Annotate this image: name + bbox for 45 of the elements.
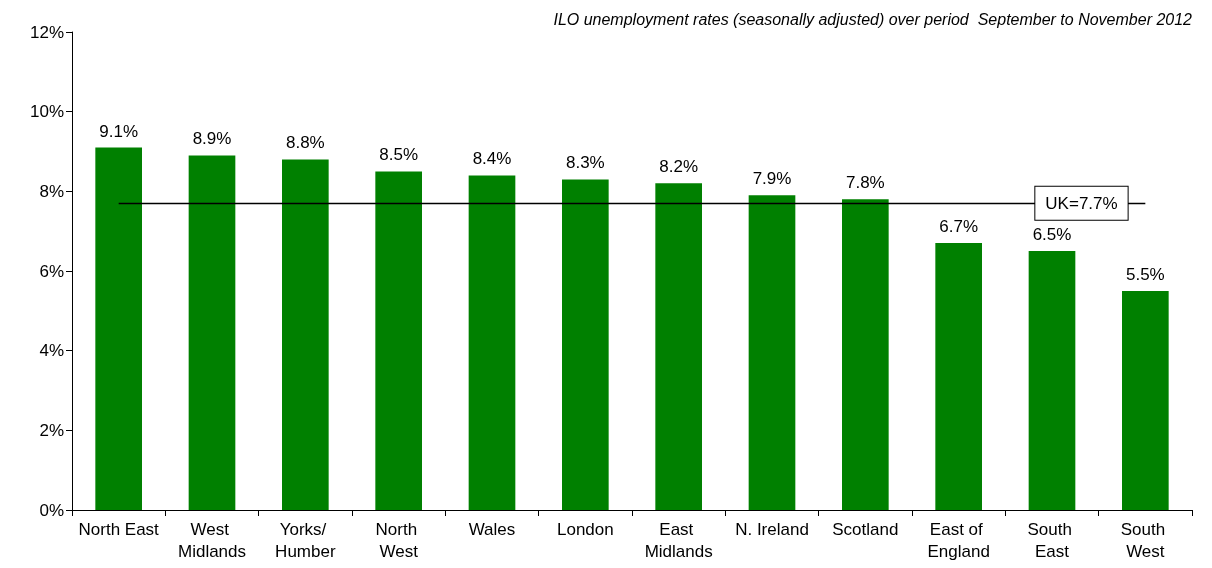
chart-title: ILO unemployment rates (seasonally adjusted) over period September to November 2012	[553, 10, 1193, 28]
y-tick-label: 4%	[39, 341, 64, 361]
data-label: 9.1%	[99, 121, 139, 141]
y-tick-label: 8%	[39, 181, 64, 201]
x-tick-label: Wales	[468, 519, 516, 539]
bar	[188, 155, 236, 510]
y-tick-label: 2%	[39, 420, 64, 440]
data-label: 5.5%	[1125, 264, 1165, 284]
x-tick-label: South East	[1027, 519, 1077, 561]
data-label: 8.8%	[285, 133, 325, 153]
y-tick-label: 10%	[29, 102, 64, 122]
x-tick-label: West Midlands	[177, 519, 247, 561]
bar	[1028, 251, 1076, 510]
bar	[282, 159, 329, 510]
y-tick-label: 0%	[39, 500, 64, 520]
data-label: 8.2%	[659, 157, 699, 177]
data-label: 6.5%	[1032, 225, 1072, 245]
data-label: 8.9%	[192, 129, 232, 149]
data-label: 7.9%	[752, 169, 792, 189]
bar	[375, 171, 422, 510]
data-label: 8.5%	[379, 145, 419, 165]
bar	[748, 195, 796, 510]
x-tick-label: Yorks/ Humber	[275, 519, 336, 561]
y-tick-label: 12%	[29, 22, 64, 42]
x-tick-label: N. Ireland	[735, 519, 809, 539]
x-tick-label: North West	[375, 519, 422, 561]
bar	[935, 243, 982, 510]
y-tick-label: 6%	[39, 261, 64, 281]
bar	[842, 199, 889, 510]
ref-line-label: UK=7.7%	[1045, 193, 1118, 213]
data-label: 7.8%	[845, 173, 885, 193]
bar	[655, 183, 702, 510]
bar	[95, 147, 142, 510]
x-tick-label: Scotland	[832, 519, 899, 539]
data-label: 8.3%	[565, 153, 605, 173]
x-tick-label: North East	[78, 519, 160, 539]
x-tick-label: South West	[1120, 519, 1170, 561]
x-tick-label: London	[556, 519, 614, 539]
bar	[1122, 290, 1169, 510]
x-tick-label: East Midlands	[644, 519, 713, 561]
data-label: 6.7%	[939, 217, 979, 237]
data-label: 8.4%	[472, 149, 512, 169]
bar	[468, 175, 516, 510]
bar	[562, 179, 609, 510]
x-tick-label: East of England	[927, 519, 990, 561]
